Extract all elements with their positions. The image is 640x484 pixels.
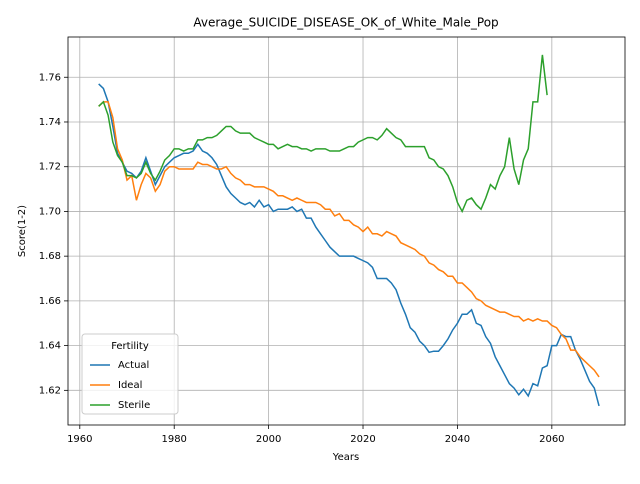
x-tick-label: 2000 xyxy=(256,434,281,445)
chart-title: Average_SUICIDE_DISEASE_OK_of_White_Male… xyxy=(193,16,498,30)
plot-frame xyxy=(67,36,626,426)
y-tick-label: 1.64 xyxy=(39,341,61,352)
y-tick-label: 1.72 xyxy=(39,162,61,173)
x-tick-label: 1980 xyxy=(161,434,186,445)
y-tick-label: 1.66 xyxy=(39,296,61,307)
x-tick-label: 2020 xyxy=(350,434,375,445)
y-tick-label: 1.70 xyxy=(39,206,61,217)
legend-label: Sterile xyxy=(118,400,150,411)
y-axis-label: Score(1-2) xyxy=(17,205,28,257)
y-tick-label: 1.74 xyxy=(39,117,61,128)
y-tick-label: 1.68 xyxy=(39,251,61,262)
series-line xyxy=(98,101,600,378)
legend-label: Actual xyxy=(118,360,149,371)
x-tick-label: 2060 xyxy=(539,434,564,445)
y-tick-label: 1.76 xyxy=(39,72,61,83)
series-line xyxy=(98,54,548,214)
legend-label: Ideal xyxy=(118,380,142,391)
x-axis-label: Years xyxy=(332,452,359,463)
legend-box xyxy=(81,333,179,415)
legend-title: Fertility xyxy=(111,341,149,352)
x-tick-label: 2040 xyxy=(445,434,470,445)
x-tick-label: 1960 xyxy=(67,434,92,445)
series-line xyxy=(98,83,600,407)
y-tick-label: 1.62 xyxy=(39,385,61,396)
